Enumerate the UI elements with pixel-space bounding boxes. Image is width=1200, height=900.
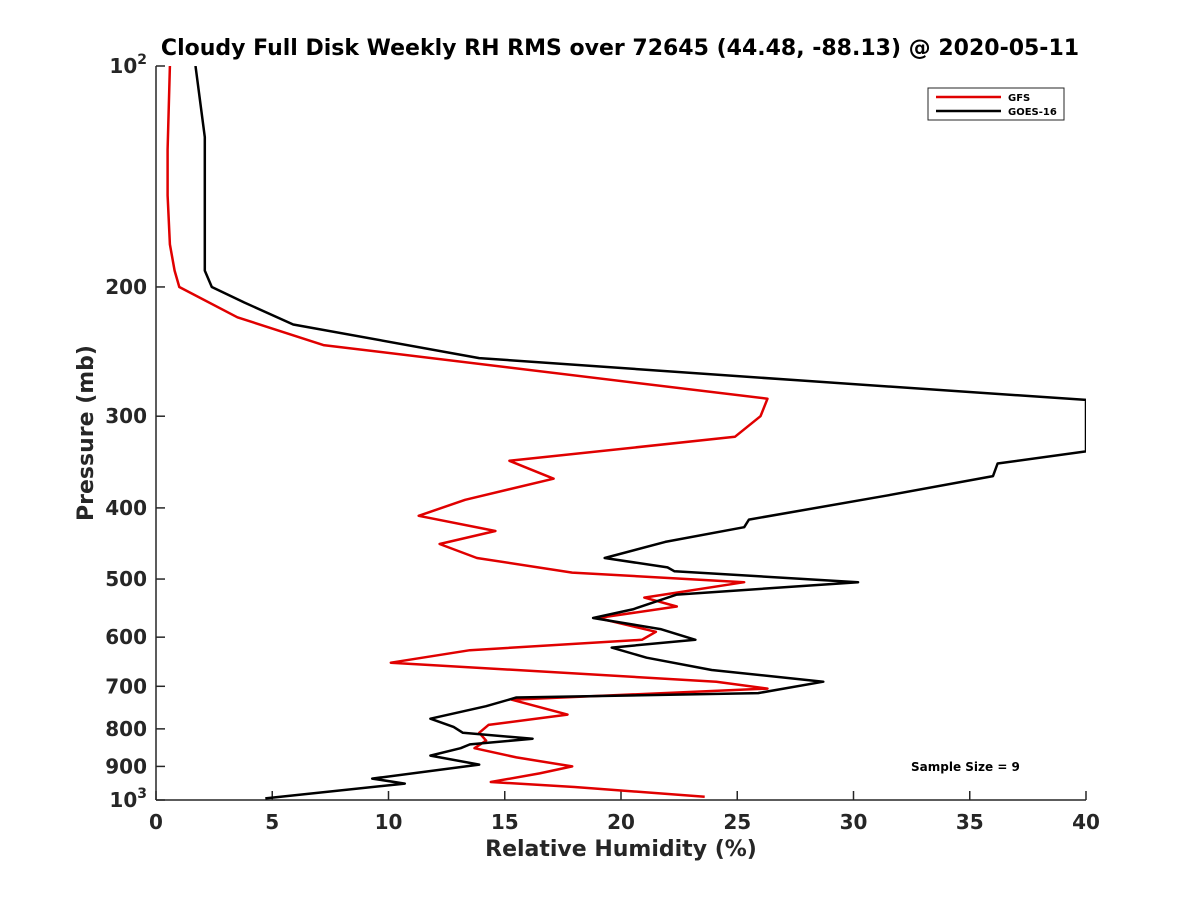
y-tick-label: 700 [105, 674, 147, 698]
x-tick-label: 40 [1072, 810, 1100, 834]
y-axis-label: Pressure (mb) [74, 345, 99, 521]
y-tick-label: 900 [105, 754, 147, 778]
x-tick-label: 0 [149, 810, 163, 834]
y-tick-label: 300 [105, 404, 147, 428]
series-line-goes16 [194, 66, 1086, 800]
series-layer [166, 66, 1086, 800]
x-tick-label: 30 [840, 810, 868, 834]
chart-title: Cloudy Full Disk Weekly RH RMS over 7264… [161, 36, 1079, 61]
sample-size-annotation: Sample Size = 9 [911, 760, 1020, 774]
y-tick-label: 200 [105, 275, 147, 299]
y-ticks: 102 200 300 400 500 600 700 800 900 103 [105, 52, 165, 812]
x-tick-label: 10 [375, 810, 403, 834]
x-axis-label: Relative Humidity (%) [485, 837, 757, 862]
legend-label-gfs: GFS [1008, 93, 1030, 104]
x-tick-label: 20 [607, 810, 635, 834]
plot-area: 0 5 10 15 20 25 30 35 40 102 200 300 400 500 600 700 80… [105, 52, 1100, 834]
y-tick-label: 102 [109, 52, 147, 78]
legend: GFS GOES-16 [927, 87, 1065, 121]
y-tick-label: 800 [105, 717, 147, 741]
plot-frame [156, 66, 1086, 800]
y-tick-label: 600 [105, 625, 147, 649]
x-tick-label: 15 [491, 810, 519, 834]
y-tick-label: 500 [105, 567, 147, 591]
legend-box [927, 87, 1065, 121]
x-tick-label: 35 [956, 810, 984, 834]
x-tick-label: 5 [265, 810, 279, 834]
x-tick-label: 25 [723, 810, 751, 834]
legend-label-goes16: GOES-16 [1008, 107, 1057, 118]
y-tick-label: 103 [109, 786, 147, 812]
y-tick-label: 400 [105, 496, 147, 520]
x-ticks: 0 5 10 15 20 25 30 35 40 [149, 791, 1100, 834]
